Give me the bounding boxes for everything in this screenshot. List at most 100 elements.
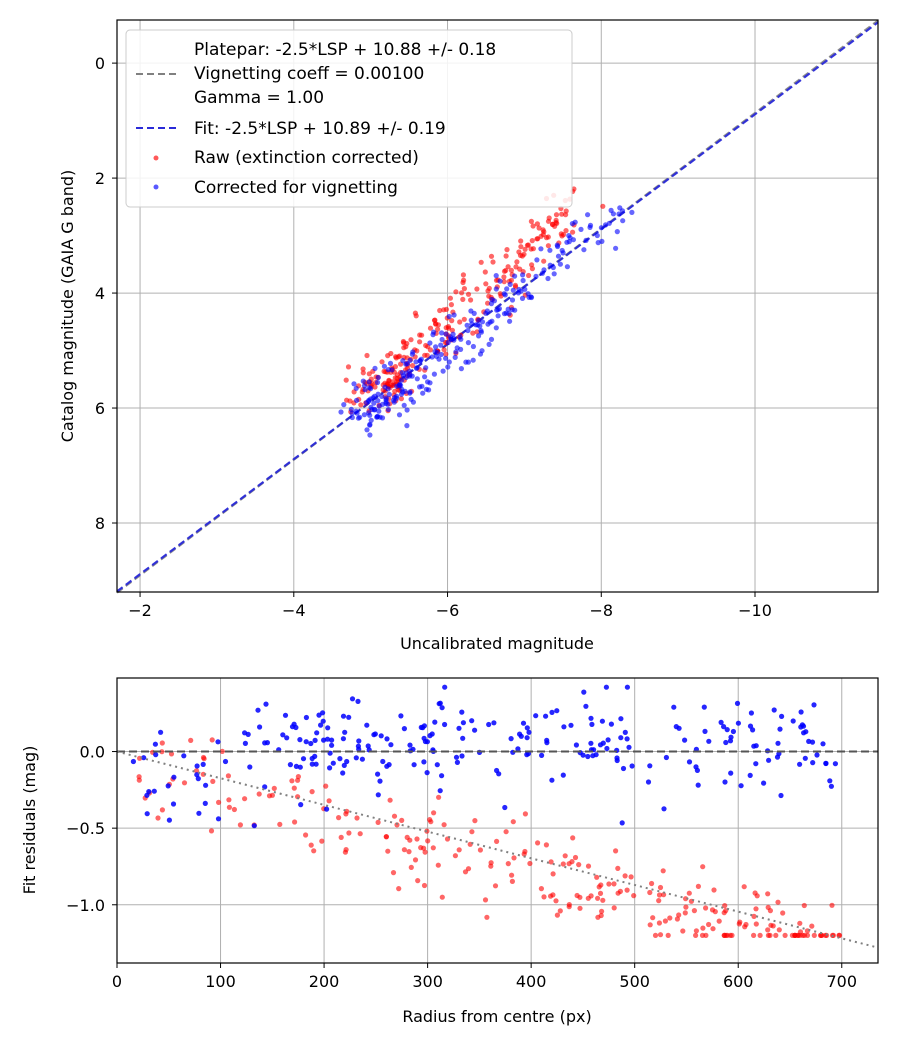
legend-corrected-marker bbox=[153, 184, 159, 190]
raw-point bbox=[446, 325, 452, 331]
legend-box bbox=[125, 29, 573, 208]
corrected-residual-point bbox=[526, 729, 532, 735]
corrected-point bbox=[497, 278, 503, 284]
raw-residual-point bbox=[700, 864, 706, 870]
corrected-residual-point bbox=[375, 771, 381, 777]
corrected-residual-point bbox=[549, 777, 555, 783]
corrected-residual-point bbox=[303, 714, 309, 721]
corrected-point bbox=[520, 277, 526, 284]
raw-residual-point bbox=[550, 892, 556, 898]
corrected-point bbox=[464, 322, 470, 328]
corrected-residual-point bbox=[771, 707, 777, 713]
top-y-tick-label: 4 bbox=[95, 284, 105, 303]
corrected-point bbox=[427, 340, 433, 346]
corrected-residual-point bbox=[251, 823, 257, 829]
raw-residual-point bbox=[801, 932, 808, 939]
raw-residual-point bbox=[342, 849, 348, 855]
raw-residual-point bbox=[686, 890, 692, 896]
raw-point bbox=[443, 351, 449, 357]
raw-point bbox=[545, 218, 552, 224]
corrected-point bbox=[493, 325, 499, 331]
corrected-point bbox=[438, 351, 444, 358]
corrected-point bbox=[476, 317, 482, 323]
raw-point bbox=[379, 359, 385, 365]
raw-point bbox=[571, 186, 577, 192]
raw-residual-point bbox=[209, 737, 215, 743]
corrected-residual-point bbox=[196, 810, 202, 816]
raw-point bbox=[518, 244, 524, 250]
raw-residual-point bbox=[394, 822, 400, 828]
corrected-point bbox=[526, 294, 532, 300]
raw-point bbox=[528, 218, 535, 224]
corrected-point bbox=[505, 306, 511, 312]
raw-residual-point bbox=[680, 928, 686, 934]
corrected-residual-point bbox=[340, 713, 347, 719]
raw-residual-point bbox=[136, 777, 142, 783]
raw-residual-point bbox=[414, 836, 420, 842]
corrected-point bbox=[360, 378, 366, 384]
raw-residual-point bbox=[399, 817, 405, 824]
corrected-residual-point bbox=[340, 770, 346, 776]
legend-platepar-line-2: Vignetting coeff = 0.00100 bbox=[194, 64, 424, 84]
corrected-residual-point bbox=[318, 722, 324, 728]
corrected-point bbox=[555, 253, 562, 259]
raw-residual-point bbox=[193, 768, 200, 774]
corrected-residual-point bbox=[359, 756, 365, 762]
corrected-point bbox=[445, 339, 451, 346]
raw-residual-point bbox=[683, 904, 689, 910]
corrected-point bbox=[476, 333, 482, 339]
corrected-residual-point bbox=[515, 746, 521, 752]
corrected-point bbox=[616, 211, 622, 217]
corrected-residual-point bbox=[560, 772, 566, 778]
corrected-point bbox=[603, 222, 609, 228]
raw-residual-point bbox=[421, 882, 428, 889]
corrected-point bbox=[539, 270, 546, 276]
corrected-point bbox=[341, 402, 347, 408]
corrected-point bbox=[451, 312, 457, 318]
corrected-residual-point bbox=[380, 758, 386, 765]
raw-residual-point bbox=[588, 893, 594, 899]
raw-residual-point bbox=[652, 932, 659, 939]
corrected-residual-point bbox=[629, 763, 635, 769]
raw-point bbox=[518, 238, 524, 244]
corrected-residual-point bbox=[460, 720, 466, 726]
corrected-point bbox=[398, 391, 404, 397]
raw-residual-point bbox=[226, 804, 232, 810]
bottom-plot-frame bbox=[116, 677, 879, 964]
corrected-residual-point bbox=[561, 724, 567, 730]
raw-residual-point bbox=[566, 861, 572, 867]
corrected-point bbox=[426, 387, 432, 393]
raw-residual-point bbox=[628, 874, 634, 880]
raw-residual-point bbox=[482, 897, 489, 903]
corrected-point bbox=[507, 318, 513, 324]
bottom-x-tick-label: 400 bbox=[516, 972, 547, 991]
top-y-tick-label: 6 bbox=[95, 399, 105, 418]
corrected-point bbox=[367, 422, 373, 428]
corrected-point bbox=[457, 334, 463, 340]
corrected-residual-point bbox=[282, 712, 289, 718]
raw-residual-point bbox=[383, 834, 389, 840]
raw-residual-point bbox=[650, 915, 656, 921]
corrected-point bbox=[371, 400, 377, 406]
bottom-x-axis-label: Radius from centre (px) bbox=[402, 1007, 591, 1026]
raw-residual-point bbox=[695, 883, 702, 890]
raw-point bbox=[483, 281, 489, 287]
corrected-point bbox=[469, 321, 475, 327]
corrected-residual-point bbox=[806, 738, 812, 745]
corrected-point bbox=[396, 382, 403, 388]
bottom-x-tick-label: 100 bbox=[205, 972, 236, 991]
corrected-point bbox=[470, 343, 476, 350]
raw-residual-point bbox=[724, 932, 730, 939]
corrected-residual-point bbox=[701, 704, 707, 710]
corrected-residual-point bbox=[300, 756, 307, 762]
corrected-point bbox=[423, 365, 429, 371]
corrected-residual-point bbox=[287, 762, 293, 768]
corrected-point bbox=[512, 307, 518, 313]
corrected-residual-point bbox=[724, 727, 730, 733]
corrected-residual-point bbox=[533, 713, 539, 719]
corrected-point bbox=[407, 389, 413, 395]
corrected-residual-point bbox=[364, 722, 370, 728]
corrected-point bbox=[587, 222, 594, 228]
raw-residual-point bbox=[682, 910, 688, 916]
raw-point bbox=[388, 350, 394, 357]
